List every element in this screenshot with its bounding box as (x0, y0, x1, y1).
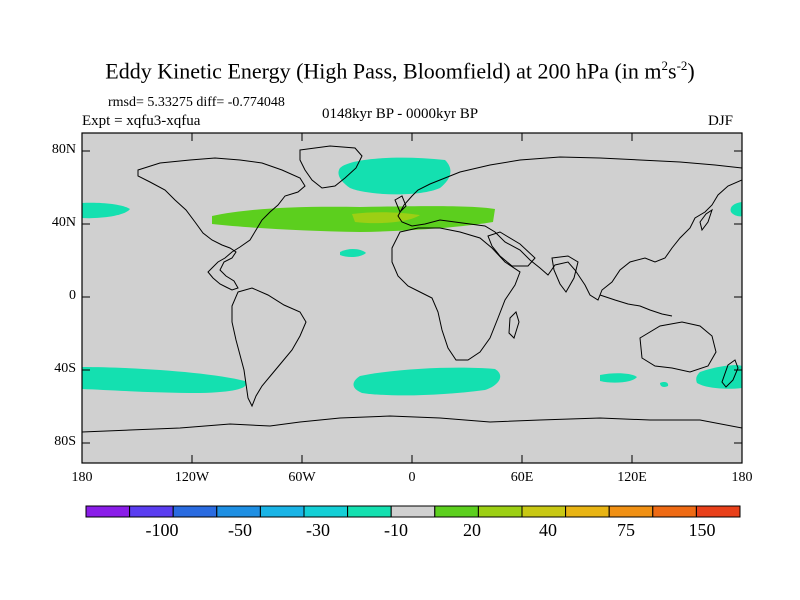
legend-label-minus-50: -50 (228, 520, 252, 540)
legend-label-20: 20 (463, 520, 481, 540)
stats-label: rmsd= 5.33275 diff= -0.774048 (108, 95, 285, 110)
y-tick-marks (82, 150, 742, 444)
negative-anomaly-south-pacific (82, 367, 247, 393)
legend-swatch (695, 505, 741, 518)
negative-anomaly-north-atlantic-high (338, 157, 451, 195)
legend-swatch (434, 505, 479, 518)
x-tick-label-60w: 60W (288, 470, 316, 485)
y-tick-label-40n: 40N (51, 215, 76, 230)
legend-label-minus-30: -30 (306, 520, 330, 540)
legend-swatch (172, 505, 218, 518)
coastlines (82, 145, 742, 433)
color-legend (85, 505, 741, 518)
coast-arabia (487, 231, 536, 267)
legend-swatch (477, 505, 523, 518)
legend-swatch (347, 505, 392, 518)
coast-antarctica (82, 415, 742, 433)
coast-australia (639, 321, 717, 373)
coast-madagascar (508, 311, 520, 339)
legend-swatch (85, 505, 131, 518)
x-tick-label-0: 0 (408, 470, 416, 485)
season-label: DJF (708, 113, 734, 129)
negative-anomaly-subtropical-atlantic (340, 249, 366, 258)
negative-anomaly-north-pacific-west (82, 202, 130, 219)
negative-anomaly-north-pacific-east (730, 202, 742, 217)
coast-south-america (231, 287, 307, 408)
legend-swatch (521, 505, 567, 518)
experiment-label: Expt = xqfu3-xqfua (82, 113, 201, 129)
legend-label-150: 150 (688, 520, 716, 540)
legend-swatch (216, 505, 261, 518)
legend-swatch (129, 505, 174, 518)
legend-swatch (390, 505, 436, 518)
legend-label-40: 40 (539, 520, 557, 540)
coast-uk (394, 195, 407, 213)
coast-africa (391, 227, 521, 361)
legend-label-minus-100: -100 (145, 520, 179, 540)
coast-greenland (299, 145, 363, 189)
coast-north-america (137, 157, 306, 291)
legend-swatch (303, 505, 349, 518)
legend-swatch (608, 505, 654, 518)
x-tick-marks (191, 133, 633, 463)
coast-new-zealand (721, 359, 739, 388)
positive-anomaly-north-atlantic (212, 206, 495, 232)
y-tick-label-40s: 40S (54, 361, 76, 376)
y-tick-label-80n: 80N (51, 142, 76, 157)
y-tick-label-80s: 80S (54, 434, 76, 449)
legend-label-75: 75 (617, 520, 635, 540)
x-tick-label-180-west: 180 (71, 470, 93, 485)
anomaly-field (82, 157, 742, 396)
legend-label-minus-10: -10 (384, 520, 408, 540)
x-tick-label-180-east: 180 (731, 470, 753, 485)
period-label: 0148kyr BP - 0000kyr BP (322, 106, 479, 122)
x-tick-label-120e: 120E (617, 470, 647, 485)
x-tick-label-120w: 120W (174, 470, 210, 485)
legend-swatch (259, 505, 305, 518)
coast-japan (699, 208, 713, 232)
plot-title: Eddy Kinetic Energy (High Pass, Bloomfie… (105, 58, 695, 84)
negative-anomaly-south-atlantic (353, 367, 501, 396)
coast-eurasia (397, 156, 742, 301)
legend-swatch (565, 505, 610, 518)
negative-anomaly-south-indian (600, 373, 637, 383)
coast-india (551, 255, 579, 293)
y-tick-label-0: 0 (69, 288, 76, 303)
negative-anomaly-small-patch (660, 382, 669, 387)
coast-indonesia (599, 294, 673, 317)
legend-swatch (652, 505, 697, 518)
positive-anomaly-core (352, 212, 420, 224)
x-tick-label-60e: 60E (510, 470, 534, 485)
